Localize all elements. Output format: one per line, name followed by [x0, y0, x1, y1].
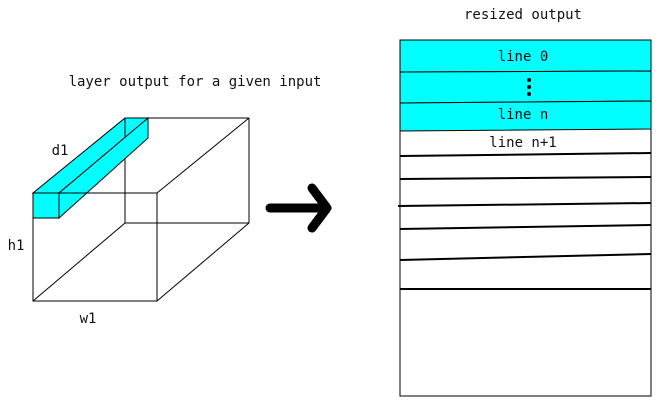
row-line-n: [399, 100, 652, 132]
right-caption: resized output: [464, 7, 582, 23]
highlight-bar-front: [32, 192, 60, 219]
width-label: w1: [80, 311, 97, 327]
row-divider: [399, 152, 652, 157]
arrow-icon: [265, 183, 332, 233]
row-divider: [399, 224, 652, 230]
height-label: h1: [8, 238, 25, 254]
resized-output-panel: line 0 line n line n+1: [397, 39, 652, 397]
row-divider: [397, 202, 652, 207]
row-divider: [399, 253, 652, 261]
box-front-face: [32, 192, 158, 302]
left-caption: layer output for a given input: [69, 74, 322, 90]
row-divider: [399, 176, 652, 180]
row-line-n-label: line n: [498, 107, 549, 123]
row-line-0-label: line 0: [498, 49, 549, 65]
depth-label: d1: [52, 143, 69, 159]
row-line-n-plus-1-label: line n+1: [489, 135, 556, 151]
vertical-ellipsis-icon: [527, 78, 531, 96]
box-top-right-edge: [156, 117, 250, 194]
box-back-diagonal-edge: [32, 222, 126, 302]
layer-output-box: [31, 116, 250, 302]
box-bottom-right-edge: [156, 222, 250, 302]
row-ellipsis: [399, 70, 652, 104]
